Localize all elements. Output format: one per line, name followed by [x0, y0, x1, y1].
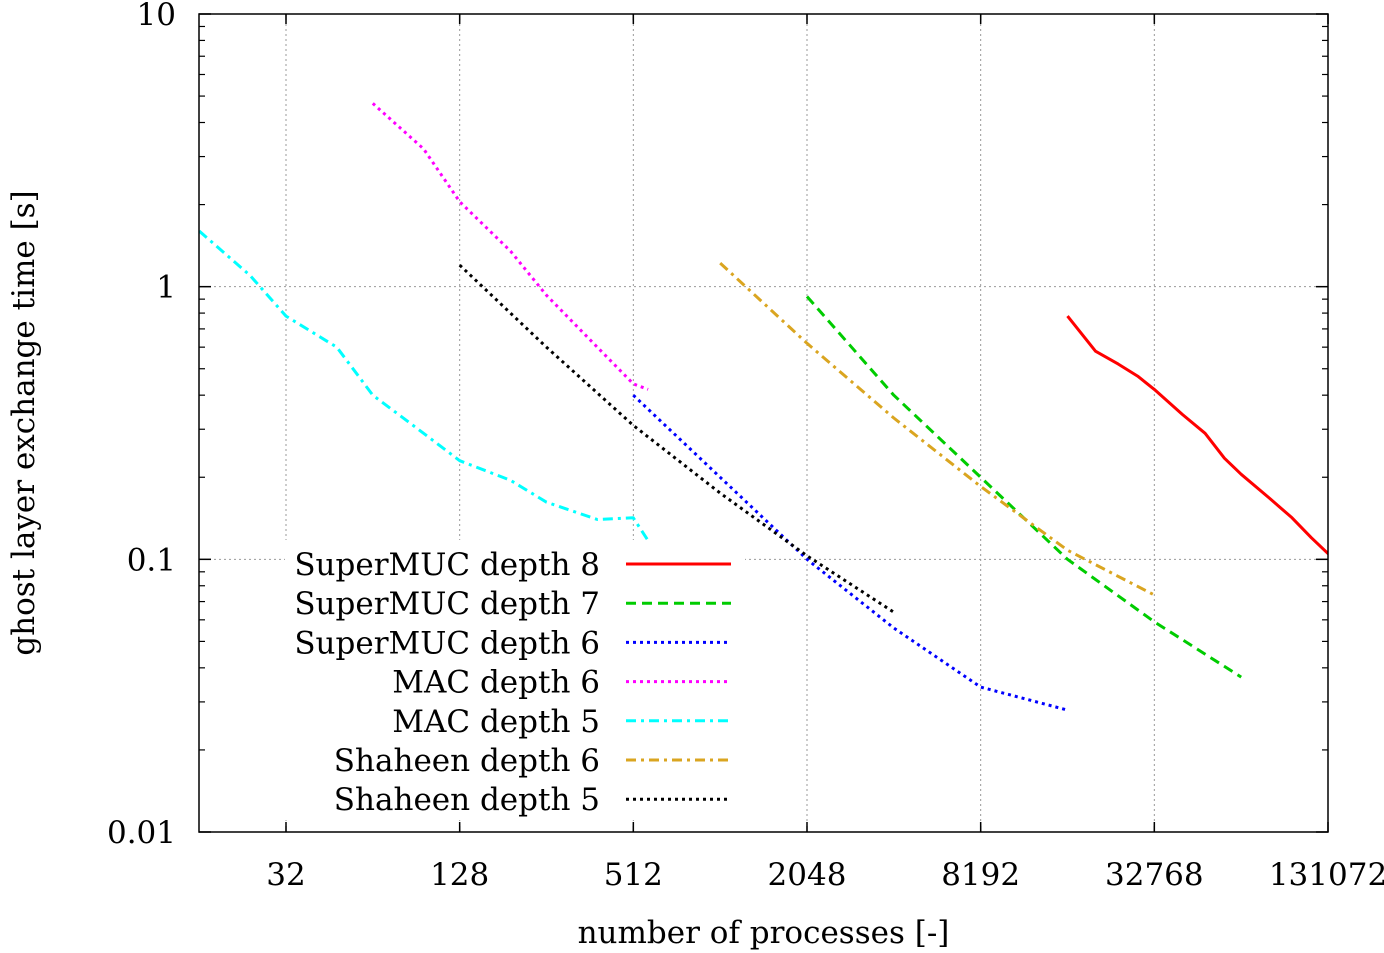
x-axis-label: number of processes [-] [578, 915, 950, 951]
series-line-shaheen-depth-6 [719, 261, 1155, 597]
axis-ticks: 32 128 512 2048 8192 32768 131072 0.01 0.1 1 10 [107, 0, 1384, 893]
x-tick-label: 8192 [941, 857, 1020, 893]
legend-label: Shaheen depth 6 [334, 743, 600, 779]
y-tick-label: 1 [156, 270, 176, 306]
y-tick-label: 0.01 [107, 815, 176, 851]
series-line-supermuc-depth-7 [805, 295, 1243, 679]
legend-label: SuperMUC depth 6 [294, 625, 600, 661]
series-line-mac-depth-6 [371, 102, 649, 391]
legend-label: SuperMUC depth 7 [294, 586, 600, 622]
series-lines [199, 102, 1328, 712]
y-tick-label: 0.1 [127, 542, 176, 578]
plot-frame [198, 13, 1329, 833]
legend-label: SuperMUC depth 8 [294, 547, 600, 583]
series-line-shaheen-depth-5 [458, 264, 895, 614]
x-tick-label: 32768 [1105, 857, 1204, 893]
y-tick-label: 10 [137, 0, 176, 33]
series-line-supermuc-depth-6 [632, 394, 1068, 712]
x-tick-label: 512 [604, 857, 663, 893]
x-tick-label: 131072 [1269, 857, 1384, 893]
legend-background [285, 540, 745, 820]
series-line-supermuc-depth-8 [1066, 315, 1328, 556]
legend-label: MAC depth 6 [392, 665, 600, 701]
y-axis-label: ghost layer exchange time [s] [6, 190, 42, 655]
x-tick-label: 32 [266, 857, 305, 893]
legend-label: Shaheen depth 5 [334, 782, 600, 818]
x-tick-label: 128 [430, 857, 489, 893]
x-tick-label: 2048 [768, 857, 847, 893]
legend-label: MAC depth 5 [392, 704, 600, 740]
series-line-mac-depth-5 [199, 229, 650, 542]
